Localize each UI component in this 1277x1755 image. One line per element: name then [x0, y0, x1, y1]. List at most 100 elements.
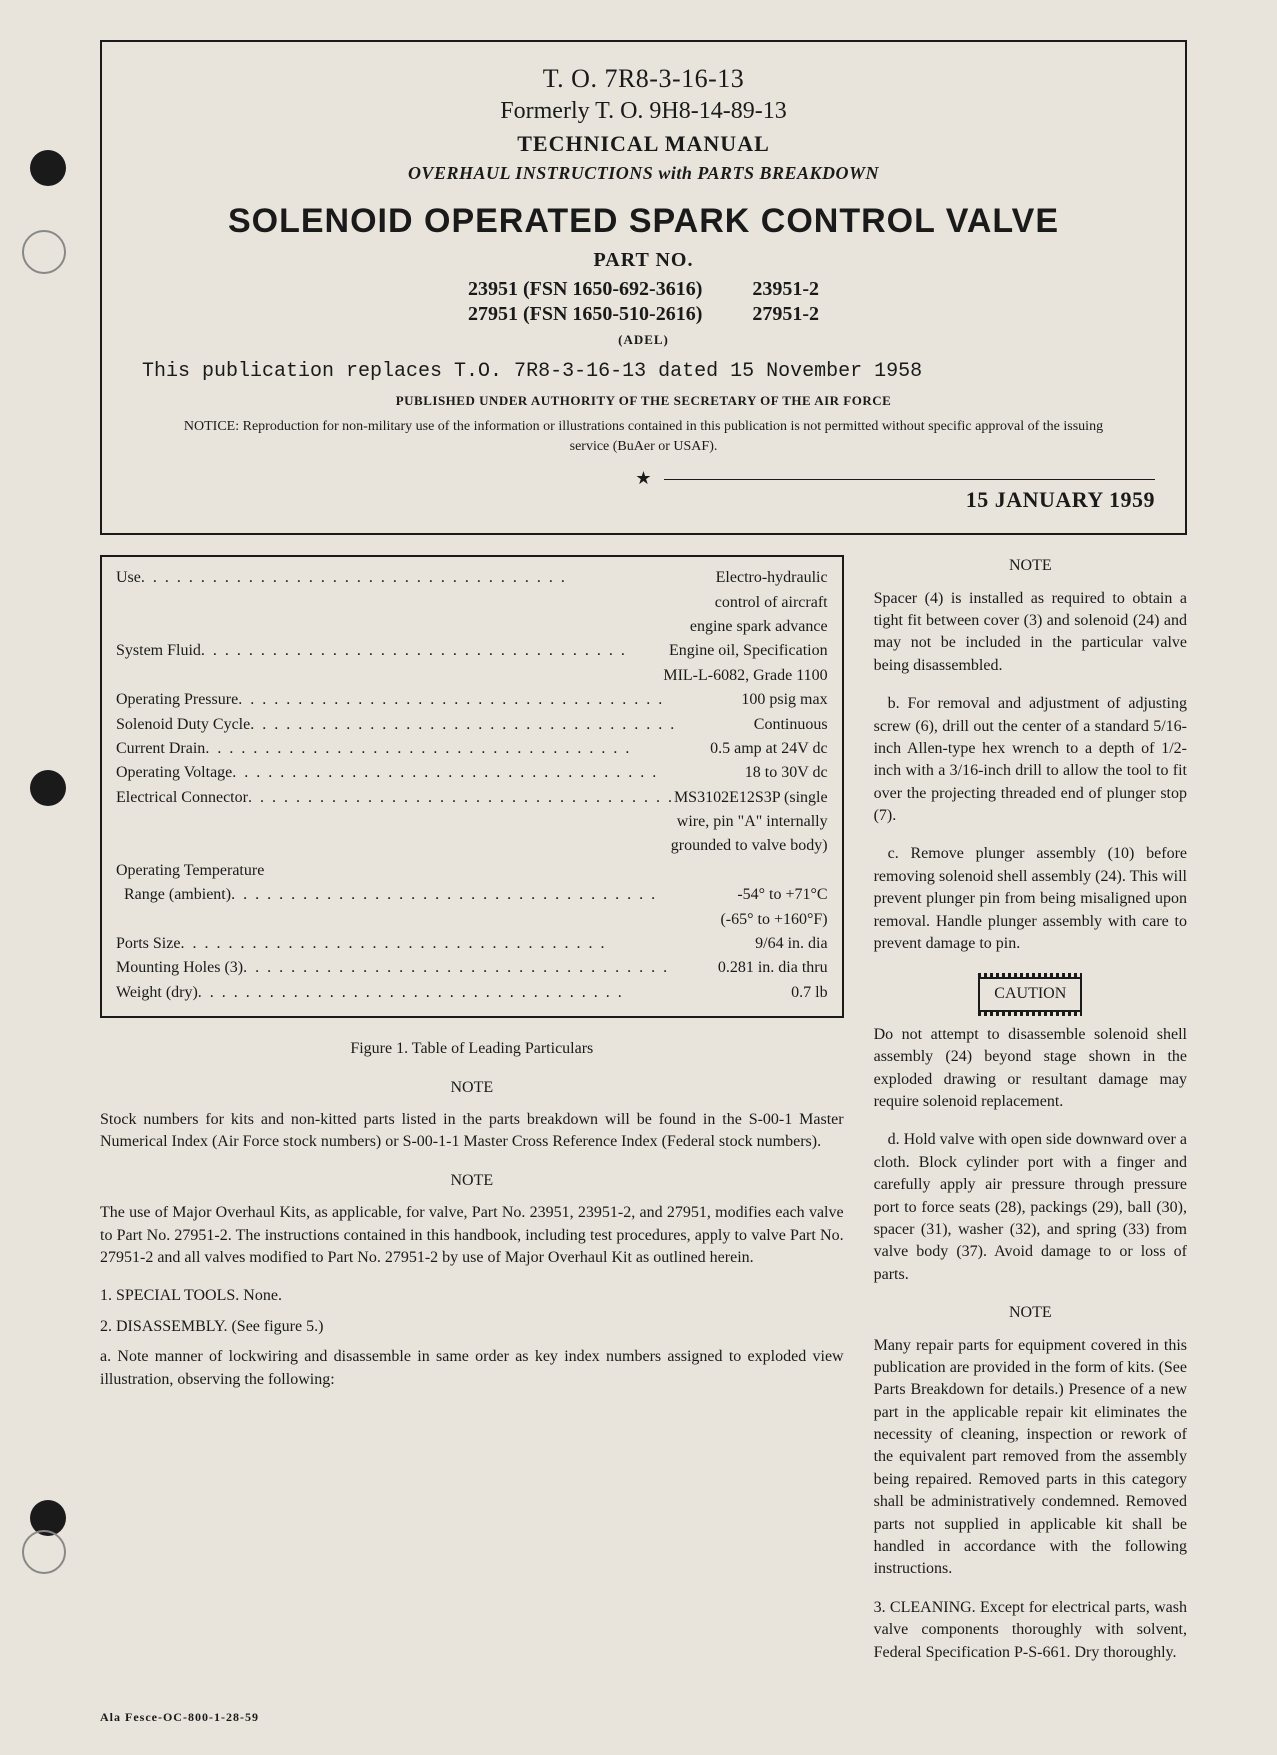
spec-row: Solenoid Duty Cycle . . . . . . . . . . … — [116, 714, 828, 736]
part-2-left: 27951 (FSN 1650-510-2616) — [468, 303, 702, 326]
spec-label: System Fluid — [116, 640, 201, 662]
spec-leader-dots: . . . . . . . . . . . . . . . . . . . . … — [248, 787, 674, 809]
part-2-right: 27951-2 — [752, 303, 819, 326]
spec-label: Operating Voltage — [116, 762, 232, 784]
formerly-number: Formerly T. O. 9H8-14-89-13 — [132, 98, 1155, 125]
spec-row: Weight (dry) . . . . . . . . . . . . . .… — [116, 982, 828, 1004]
note-heading-r1: NOTE — [874, 555, 1187, 577]
note-2-text: The use of Major Overhaul Kits, as appli… — [100, 1202, 844, 1269]
spec-value: 100 psig max — [741, 689, 827, 711]
main-title: SOLENOID OPERATED SPARK CONTROL VALVE — [132, 202, 1155, 241]
figure-caption: Figure 1. Table of Leading Particulars — [100, 1038, 844, 1060]
spec-label: Mounting Holes (3) — [116, 957, 243, 979]
spec-value: 0.281 in. dia thru — [718, 957, 828, 979]
reproduction-notice: NOTICE: Reproduction for non-military us… — [132, 417, 1155, 456]
spec-value-continuation: wire, pin "A" internally — [116, 811, 828, 833]
spec-label: Weight (dry) — [116, 982, 198, 1004]
spec-leader-dots: . . . . . . . . . . . . . . . . . . . . … — [243, 957, 718, 979]
para-b: b. For removal and adjustment of adjusti… — [874, 693, 1187, 827]
title-block: T. O. 7R8-3-16-13 Formerly T. O. 9H8-14-… — [100, 40, 1187, 535]
note-r1-text: Spacer (4) is installed as required to o… — [874, 588, 1187, 678]
note-heading-1: NOTE — [100, 1077, 844, 1099]
caution-text: Do not attempt to disassemble solenoid s… — [874, 1024, 1187, 1114]
left-column: Use . . . . . . . . . . . . . . . . . . … — [100, 555, 844, 1680]
right-column: NOTE Spacer (4) is installed as required… — [874, 555, 1187, 1680]
spec-value: 0.5 amp at 24V dc — [710, 738, 827, 760]
spec-value: 18 to 30V dc — [745, 762, 828, 784]
spec-row: Range (ambient) . . . . . . . . . . . . … — [116, 884, 828, 906]
to-number: T. O. 7R8-3-16-13 — [132, 64, 1155, 94]
spec-value: 0.7 lb — [791, 982, 827, 1004]
spec-row: Ports Size . . . . . . . . . . . . . . .… — [116, 933, 828, 955]
spec-label: Operating Pressure — [116, 689, 238, 711]
para-c: c. Remove plunger assembly (10) before r… — [874, 843, 1187, 955]
spec-value: Electro-hydraulic — [716, 567, 828, 589]
section-1-heading: 1. SPECIAL TOOLS. None. — [100, 1285, 844, 1307]
subtitle: OVERHAUL INSTRUCTIONS with PARTS BREAKDO… — [132, 163, 1155, 184]
binder-ring-top — [22, 230, 66, 274]
spec-row: Current Drain . . . . . . . . . . . . . … — [116, 738, 828, 760]
spec-value: 9/64 in. dia — [755, 933, 827, 955]
spec-label: Electrical Connector — [116, 787, 248, 809]
spec-value: Engine oil, Specification — [669, 640, 828, 662]
content-columns: Use . . . . . . . . . . . . . . . . . . … — [100, 555, 1187, 1680]
note-1-text: Stock numbers for kits and non-kitted pa… — [100, 1109, 844, 1154]
note-heading-2: NOTE — [100, 1170, 844, 1192]
spec-leader-dots: . . . . . . . . . . . . . . . . . . . . … — [250, 714, 754, 736]
section-2a-text: a. Note manner of lockwiring and disasse… — [100, 1346, 844, 1391]
manufacturer: (ADEL) — [132, 332, 1155, 348]
caution-wrap: CAUTION — [874, 971, 1187, 1023]
spec-leader-dots: . . . . . . . . . . . . . . . . . . . . … — [231, 884, 737, 906]
note-heading-r2: NOTE — [874, 1302, 1187, 1324]
spec-leader-dots: . . . . . . . . . . . . . . . . . . . . … — [238, 689, 741, 711]
spec-leader-dots: . . . . . . . . . . . . . . . . . . . . … — [205, 738, 710, 760]
section-3-text: 3. CLEANING. Except for electrical parts… — [874, 1597, 1187, 1664]
part-row-1: 23951 (FSN 1650-692-3616) 23951-2 — [132, 278, 1155, 301]
spec-value-continuation: engine spark advance — [116, 616, 828, 638]
spec-row: System Fluid . . . . . . . . . . . . . .… — [116, 640, 828, 662]
part-1-left: 23951 (FSN 1650-692-3616) — [468, 278, 702, 301]
spec-leader-dots: . . . . . . . . . . . . . . . . . . . . … — [201, 640, 669, 662]
spec-row: Operating Pressure . . . . . . . . . . .… — [116, 689, 828, 711]
binder-ring-bot — [22, 1530, 66, 1574]
caution-box: CAUTION — [978, 977, 1082, 1011]
spec-label: Use — [116, 567, 141, 589]
part-1-right: 23951-2 — [752, 278, 819, 301]
para-d: d. Hold valve with open side downward ov… — [874, 1129, 1187, 1286]
spec-value-continuation: (-65° to +160°F) — [116, 909, 828, 931]
spec-label: Operating Temperature — [116, 860, 264, 882]
authority-line: PUBLISHED UNDER AUTHORITY OF THE SECRETA… — [132, 393, 1155, 409]
part-number-label: PART NO. — [132, 249, 1155, 272]
spec-label: Solenoid Duty Cycle — [116, 714, 250, 736]
caution-label: CAUTION — [994, 985, 1066, 1002]
spec-row: Use . . . . . . . . . . . . . . . . . . … — [116, 567, 828, 589]
punch-hole-top — [30, 150, 66, 186]
section-2-heading: 2. DISASSEMBLY. (See figure 5.) — [100, 1316, 844, 1338]
note-r2-text: Many repair parts for equipment covered … — [874, 1335, 1187, 1581]
spec-row: Mounting Holes (3) . . . . . . . . . . .… — [116, 957, 828, 979]
publication-date: 15 JANUARY 1959 — [132, 487, 1155, 513]
spec-leader-dots: . . . . . . . . . . . . . . . . . . . . … — [232, 762, 745, 784]
specifications-table: Use . . . . . . . . . . . . . . . . . . … — [100, 555, 844, 1018]
spec-value-continuation: grounded to valve body) — [116, 835, 828, 857]
spec-leader-dots: . . . . . . . . . . . . . . . . . . . . … — [141, 567, 716, 589]
part-row-2: 27951 (FSN 1650-510-2616) 27951-2 — [132, 303, 1155, 326]
spec-value: -54° to +71°C — [737, 884, 827, 906]
manual-type: TECHNICAL MANUAL — [132, 131, 1155, 157]
star-divider-icon: ★ — [631, 468, 655, 489]
spec-row: Operating Voltage . . . . . . . . . . . … — [116, 762, 828, 784]
spec-leader-dots: . . . . . . . . . . . . . . . . . . . . … — [180, 933, 755, 955]
spec-value: Continuous — [754, 714, 828, 736]
spec-label: Current Drain — [116, 738, 205, 760]
spec-leader-dots: . . . . . . . . . . . . . . . . . . . . … — [198, 982, 791, 1004]
spec-value-continuation: control of aircraft — [116, 592, 828, 614]
document-page: T. O. 7R8-3-16-13 Formerly T. O. 9H8-14-… — [70, 40, 1247, 1725]
replacement-notice: This publication replaces T.O. 7R8-3-16-… — [142, 360, 1155, 383]
spec-label: Ports Size — [116, 933, 180, 955]
footer-print-code: Ala Fesce-OC-800-1-28-59 — [100, 1710, 1247, 1725]
spec-value: MS3102E12S3P (single — [674, 787, 828, 809]
spec-label: Range (ambient) — [116, 884, 231, 906]
punch-hole-mid — [30, 770, 66, 806]
spec-row: Electrical Connector . . . . . . . . . .… — [116, 787, 828, 809]
spec-row: Operating Temperature — [116, 860, 828, 882]
